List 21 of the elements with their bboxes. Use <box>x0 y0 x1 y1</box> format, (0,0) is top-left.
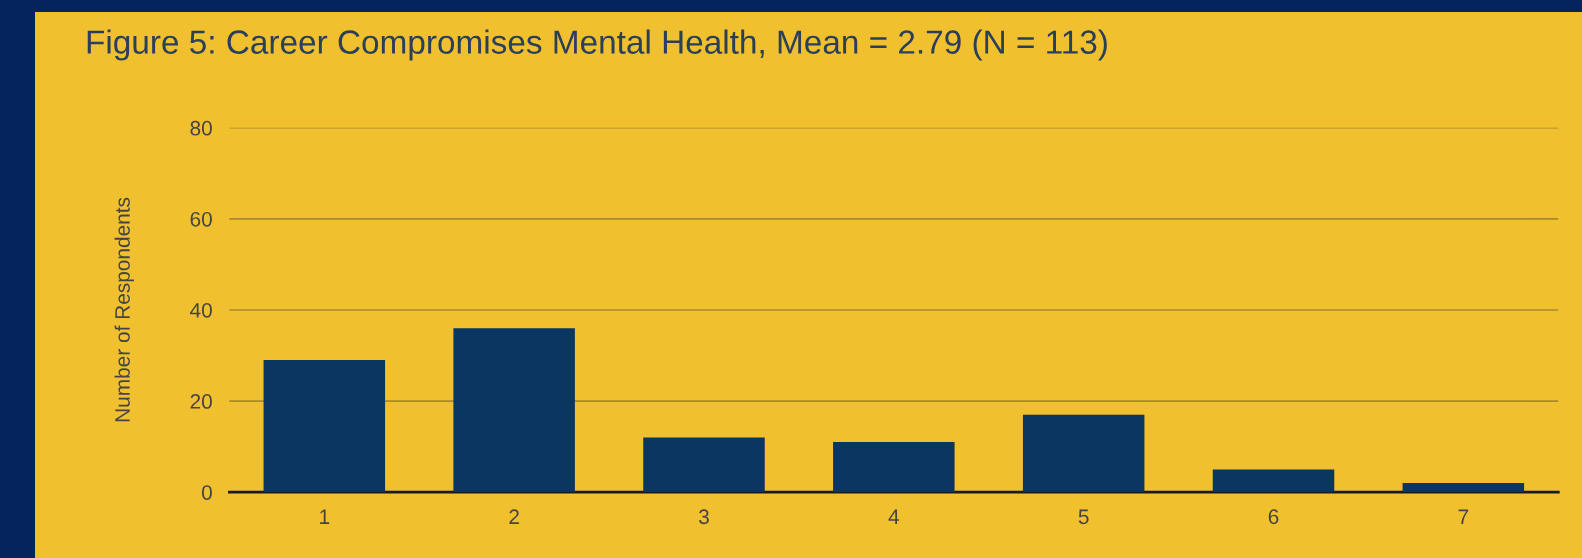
y-tick-label: 80 <box>190 120 212 136</box>
x-tick-label: 3 <box>698 509 709 525</box>
y-axis-title: Number of Respondents <box>114 197 134 422</box>
chart-title: Figure 5: Career Compromises Mental Health, Mean = 2.79 (N = 113) <box>87 29 1107 61</box>
bar <box>263 360 386 493</box>
y-tick-label: 40 <box>190 302 212 318</box>
x-tick-label: 1 <box>320 509 330 524</box>
bar <box>833 442 955 493</box>
x-tick-label: 7 <box>1458 509 1469 524</box>
y-tick-label: 60 <box>190 211 212 227</box>
bar <box>1402 483 1525 493</box>
bar <box>1212 469 1335 493</box>
y-tick-label: 20 <box>190 394 212 409</box>
bar <box>643 437 765 493</box>
x-tick-label: 6 <box>1268 509 1279 525</box>
y-tick-label: 0 <box>201 485 212 500</box>
x-tick-label: 2 <box>509 509 519 524</box>
x-tick-label: 4 <box>888 509 900 524</box>
bar <box>453 328 575 493</box>
x-tick-label: 5 <box>1078 509 1089 525</box>
bar <box>1022 414 1145 493</box>
